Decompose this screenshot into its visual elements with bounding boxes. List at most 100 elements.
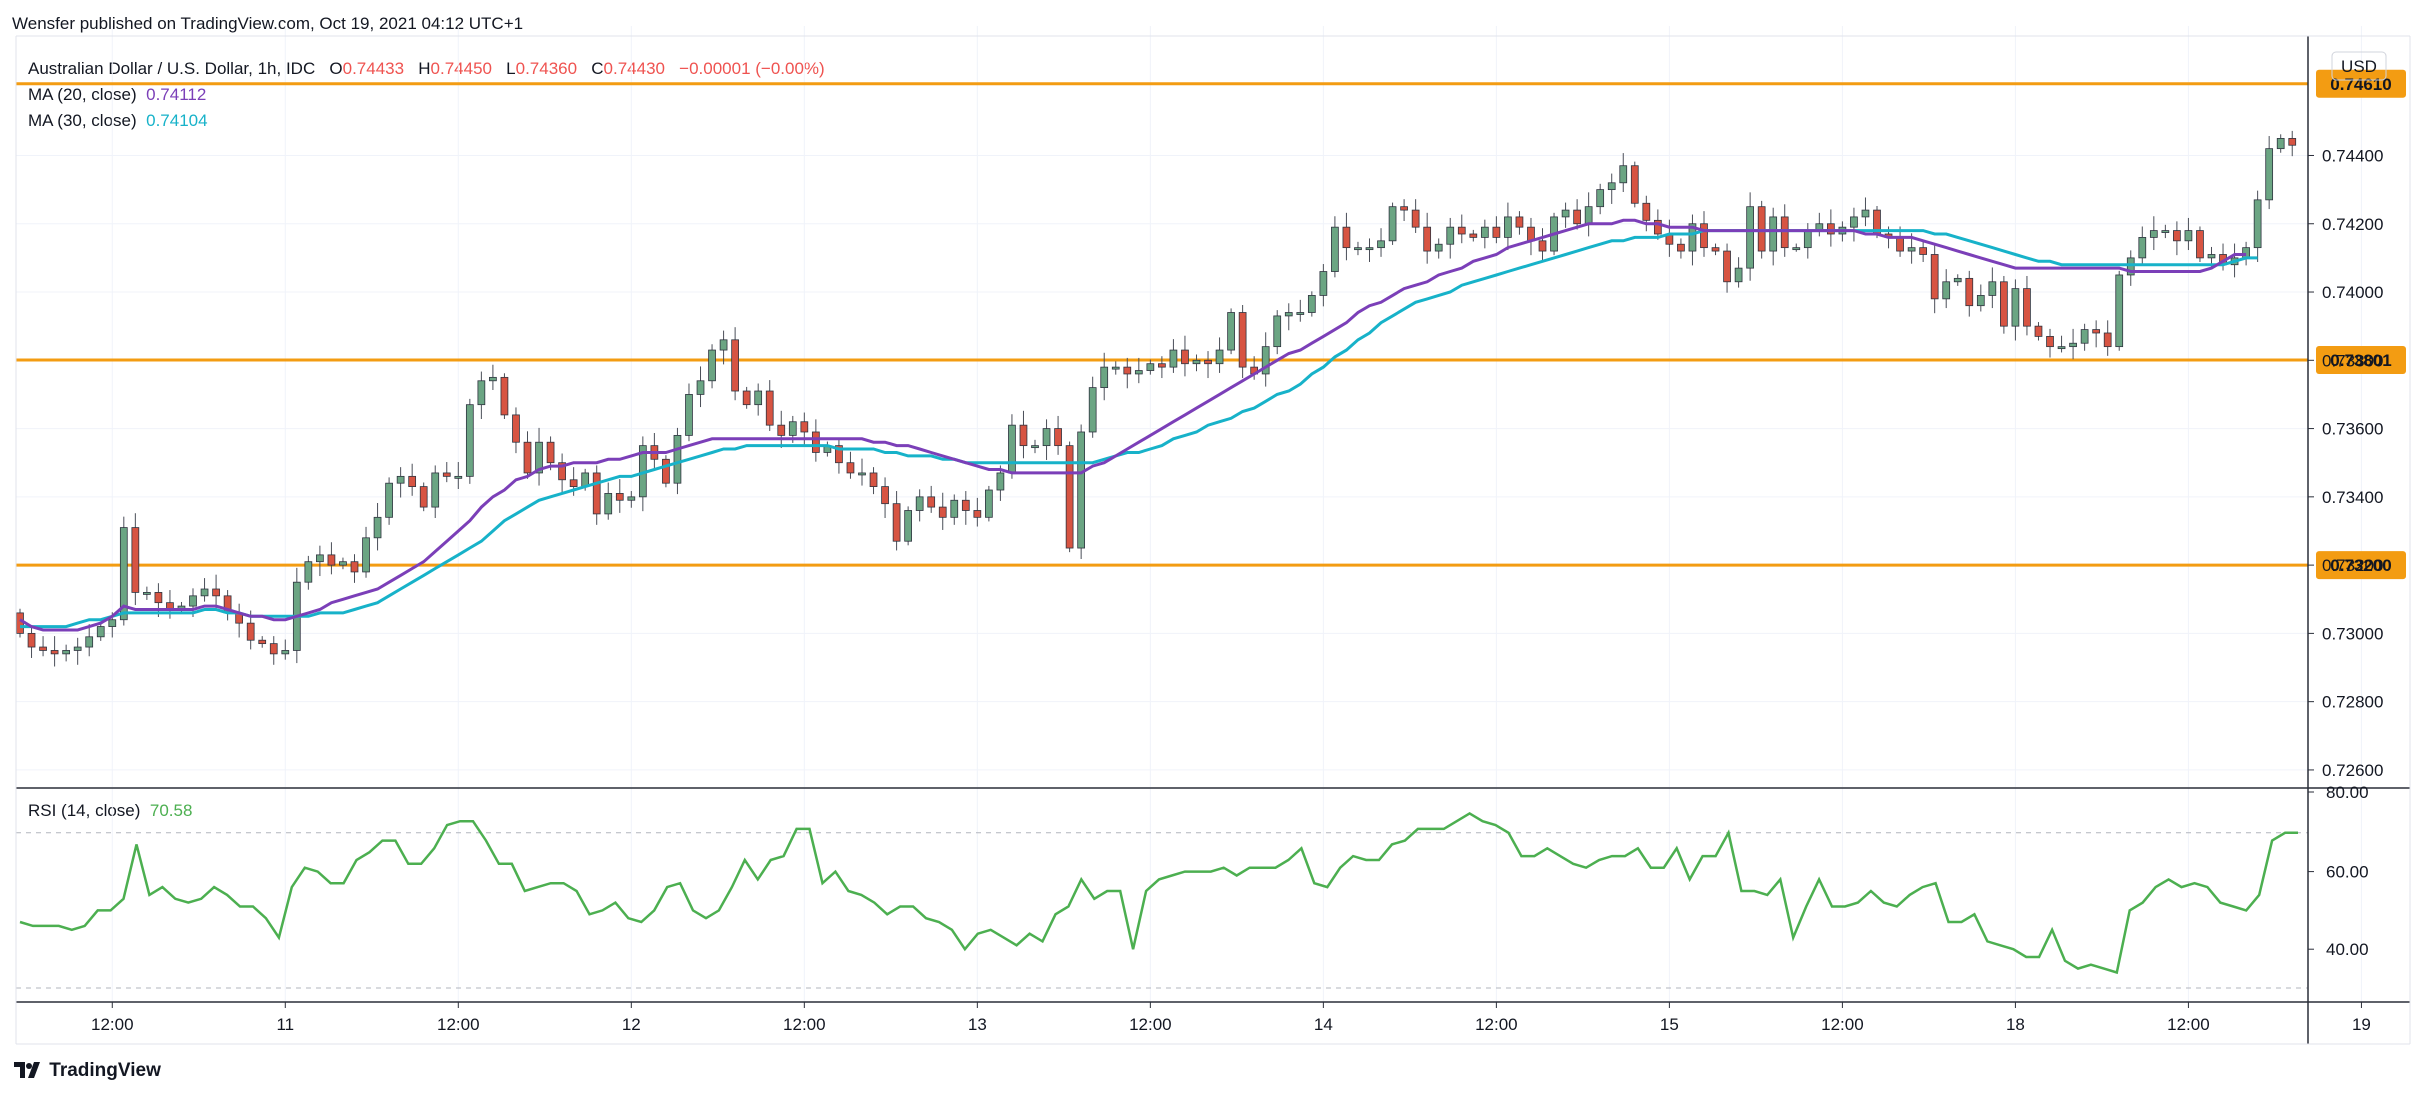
- candle-up: [535, 441, 543, 474]
- candle-up: [431, 472, 440, 508]
- candle-down: [2046, 335, 2054, 348]
- publisher-header: Wensfer published on TradingView.com, Oc…: [12, 14, 524, 33]
- ma30-series-line: [20, 229, 2258, 629]
- close-value: 0.74430: [603, 59, 665, 78]
- candle-up: [1988, 281, 1997, 296]
- candle-down: [1204, 359, 1212, 365]
- price-tick-label: 0.74000: [2322, 283, 2383, 302]
- candle-up: [454, 475, 463, 479]
- candle-down: [811, 431, 820, 453]
- candle-up: [754, 390, 763, 406]
- candle-down: [881, 486, 889, 505]
- high-label: H: [418, 59, 431, 78]
- candle-up: [1619, 165, 1628, 184]
- candle-down: [246, 622, 255, 641]
- candle-down: [1158, 363, 1166, 368]
- candle-down: [800, 421, 809, 433]
- price-tick-label: 0.73800: [2322, 351, 2383, 370]
- candle-up: [1042, 428, 1051, 447]
- time-tick-label: 12:00: [1821, 1015, 1864, 1034]
- candle-up: [1596, 189, 1605, 208]
- level-tag: [2316, 345, 2406, 374]
- candle-down: [777, 424, 786, 436]
- grid: [16, 26, 2362, 1002]
- candle-down: [1653, 219, 1662, 235]
- candle-up: [1146, 363, 1155, 371]
- candle-down: [927, 496, 936, 508]
- price-tick-label: 0.72800: [2322, 693, 2383, 712]
- time-tick-label: 12:00: [1129, 1015, 1172, 1034]
- horizontal-levels[interactable]: 0.74610 0.73801 0.73200: [16, 69, 2406, 580]
- rsi-tick-label: 60.00: [2326, 863, 2369, 882]
- candle-up: [2207, 254, 2216, 259]
- time-tick-label: 15: [1660, 1015, 1679, 1034]
- candle-down: [1457, 226, 1466, 235]
- candle-up: [316, 554, 324, 563]
- candle-down: [742, 390, 751, 406]
- ma30-row[interactable]: MA (30, close) 0.74104: [28, 108, 825, 134]
- candle-down: [765, 390, 774, 426]
- time-axis[interactable]: 12:00 11 12:00 12 12:00 13 12:00 14 12:00 15 12:00…: [91, 1002, 2371, 1034]
- candle-up: [1388, 206, 1397, 242]
- candle-up: [708, 349, 716, 382]
- rsi-pane: [16, 811, 2308, 989]
- time-tick-label: 11: [276, 1015, 294, 1034]
- candle-down: [938, 506, 947, 518]
- candle-up: [62, 650, 70, 655]
- candle-up: [373, 516, 382, 539]
- level-tag: [2316, 551, 2406, 580]
- candle-up: [1169, 349, 1178, 368]
- candle-up: [1377, 240, 1385, 249]
- candle-up: [2057, 346, 2066, 350]
- tradingview-logo[interactable]: TradingView: [14, 1060, 161, 1082]
- ma30-label: MA (30, close): [28, 111, 137, 130]
- candle-up: [1100, 366, 1109, 389]
- candle-up: [604, 493, 613, 515]
- candle-up: [281, 650, 290, 655]
- candle-down: [1919, 247, 1927, 255]
- candle-down: [1238, 312, 1247, 368]
- candle-up: [904, 510, 912, 542]
- candle-up: [2242, 247, 2250, 259]
- candle-down: [2173, 230, 2181, 242]
- candle-up: [200, 588, 209, 597]
- candle-up: [465, 404, 474, 477]
- candle-up: [1227, 312, 1235, 351]
- candle-down: [16, 612, 24, 634]
- candle-down: [1780, 216, 1789, 249]
- candle-up: [1192, 359, 1201, 365]
- symbol-label[interactable]: Australian Dollar / U.S. Dollar, 1h, IDC: [28, 59, 316, 78]
- candle-down: [1573, 209, 1581, 225]
- candle-up: [719, 339, 728, 351]
- candle-up: [1907, 247, 1916, 252]
- candle-up: [108, 619, 117, 627]
- candle-up: [73, 646, 82, 651]
- axes: [15, 35, 2411, 1045]
- price-axis[interactable]: USD 0.72600 0.72800 0.73000 0.73200 0.73400 0.…: [2308, 51, 2387, 959]
- candle-down: [2092, 329, 2101, 334]
- candle-up: [858, 472, 866, 476]
- candle-down: [39, 646, 47, 651]
- candle-down: [615, 493, 624, 501]
- price-tick-label: 0.73400: [2322, 488, 2383, 507]
- candle-up: [1561, 209, 1570, 218]
- ma20-label: MA (20, close): [28, 85, 137, 104]
- candle-up: [396, 475, 405, 484]
- time-tick-label: 19: [2352, 1015, 2371, 1034]
- time-tick-label: 12: [622, 1015, 641, 1034]
- candle-up: [339, 561, 347, 566]
- currency-button: [2331, 51, 2387, 81]
- candles: [16, 130, 2297, 667]
- candle-down: [846, 462, 855, 474]
- candle-up: [1273, 315, 1282, 348]
- candle-up: [1792, 247, 1801, 251]
- candle-up: [1976, 295, 1985, 307]
- candle-up: [143, 592, 151, 595]
- candle-up: [1584, 206, 1593, 225]
- ma20-row[interactable]: MA (20, close) 0.74112: [28, 82, 825, 108]
- level-tag-label: 0.73801: [2330, 351, 2391, 370]
- candle-down: [1723, 250, 1731, 283]
- rsi-series-line: [19, 811, 2298, 975]
- candle-up: [1446, 226, 1455, 245]
